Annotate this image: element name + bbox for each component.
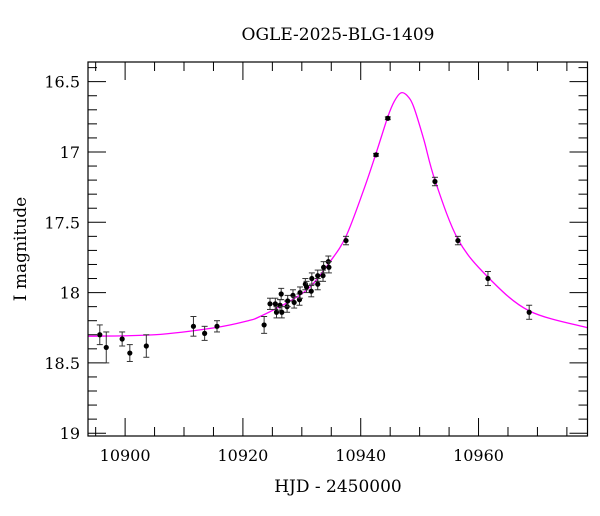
chart-title: OGLE-2025-BLG-1409: [242, 25, 435, 45]
point-marker: [432, 178, 438, 185]
point-marker: [278, 291, 284, 297]
data-point: [261, 315, 268, 334]
axis-ticks: [88, 62, 588, 436]
point-marker: [127, 350, 133, 356]
data-point: [291, 296, 298, 309]
data-point: [103, 331, 110, 364]
point-marker: [202, 330, 208, 336]
data-point: [278, 306, 285, 319]
x-axis-label: HJD - 2450000: [274, 477, 402, 497]
data-point: [314, 278, 321, 291]
point-marker: [308, 288, 314, 294]
data-point: [289, 289, 296, 302]
data-point: [119, 331, 126, 347]
data-point: [308, 272, 315, 285]
x-tick-label: 10920: [217, 446, 268, 465]
data-point: [342, 235, 349, 246]
point-marker: [261, 322, 267, 328]
data-point: [320, 269, 327, 282]
point-marker: [297, 289, 303, 296]
data-point: [297, 286, 304, 299]
point-marker: [272, 301, 278, 307]
data-point: [431, 176, 438, 187]
plot-frame: [87, 61, 589, 437]
data-point: [272, 297, 279, 310]
point-marker: [103, 344, 109, 351]
point-marker: [485, 275, 491, 282]
point-marker: [291, 299, 297, 306]
point-marker: [385, 115, 391, 121]
model-curve: [87, 91, 588, 337]
y-tick-label: 16.5: [44, 73, 80, 92]
point-marker: [119, 336, 125, 342]
y-tick-label: 17: [60, 143, 80, 162]
y-tick-label: 19: [60, 424, 80, 443]
point-marker: [321, 264, 327, 270]
x-tick-label: 10900: [100, 446, 151, 465]
data-point: [190, 315, 197, 337]
data-point: [273, 306, 280, 319]
point-marker: [285, 298, 291, 304]
point-marker: [267, 301, 273, 307]
data-point: [143, 334, 150, 358]
data-points: [96, 115, 533, 364]
point-marker: [315, 273, 321, 279]
point-marker: [303, 284, 310, 290]
point-marker: [143, 343, 149, 349]
point-marker: [455, 237, 461, 244]
data-point: [213, 320, 220, 333]
x-tick-label: 10940: [335, 446, 386, 465]
point-marker: [315, 281, 321, 287]
point-marker: [373, 152, 379, 158]
y-tick-label: 17.5: [44, 213, 80, 232]
data-point: [284, 294, 291, 308]
data-point: [96, 324, 103, 346]
y-axis-label: I magnitude: [11, 197, 31, 301]
data-point: [454, 235, 461, 246]
point-marker: [97, 332, 103, 338]
point-marker: [190, 323, 197, 329]
data-point: [325, 261, 332, 274]
data-point: [384, 115, 391, 121]
data-point: [126, 344, 133, 362]
point-marker: [279, 309, 285, 315]
data-point: [278, 287, 285, 301]
data-point: [267, 297, 274, 310]
x-tick-label: 10960: [453, 446, 504, 465]
y-tick-label: 18.5: [44, 354, 80, 373]
data-point: [320, 261, 327, 274]
point-marker: [320, 273, 326, 279]
data-point: [201, 325, 208, 341]
data-point: [484, 270, 491, 287]
data-point: [308, 285, 315, 298]
point-marker: [526, 309, 532, 315]
tick-labels: 10900 10920 10940 10960 16.5 17 17.5 18 18.5 19: [44, 73, 504, 465]
point-marker: [326, 264, 332, 270]
point-marker: [309, 275, 315, 282]
data-point: [303, 280, 310, 294]
point-marker: [214, 323, 220, 329]
data-point: [296, 293, 303, 306]
point-marker: [343, 237, 349, 244]
y-tick-label: 18: [60, 284, 80, 303]
data-point: [526, 304, 533, 320]
data-point: [373, 152, 380, 158]
